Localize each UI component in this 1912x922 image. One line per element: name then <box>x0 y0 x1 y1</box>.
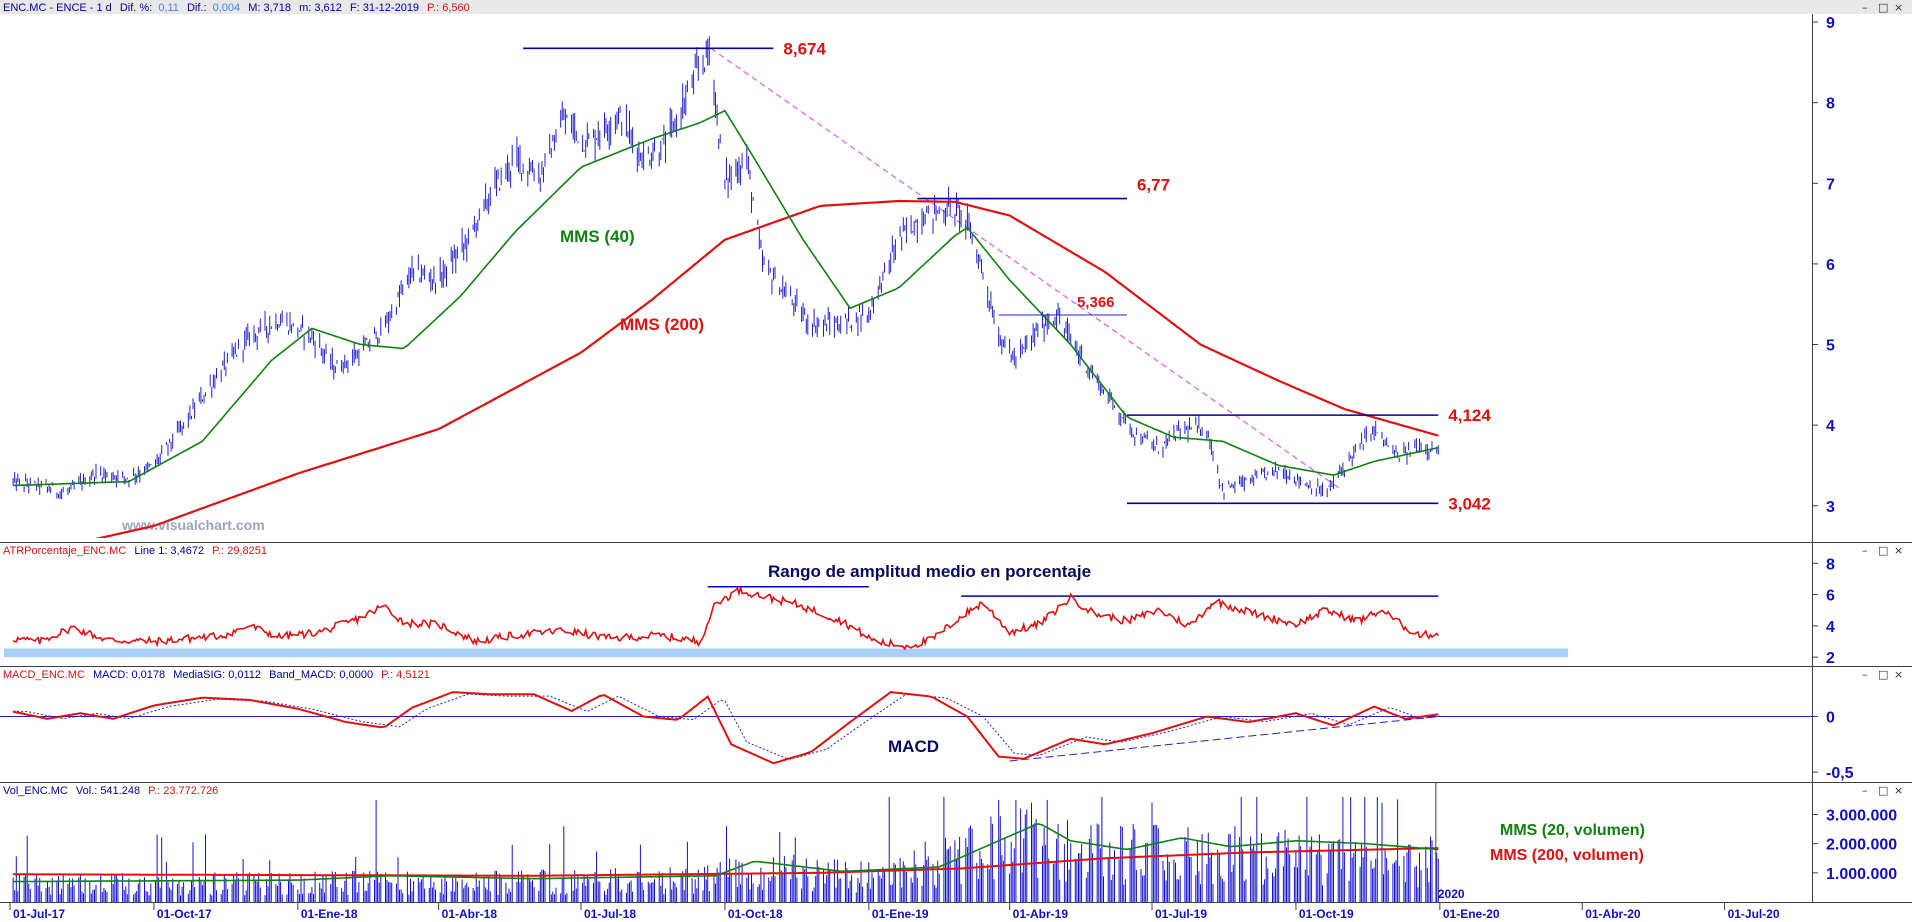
volume-window-controls: – □ × <box>1862 784 1903 797</box>
watermark: www.visualchart.com <box>121 517 265 533</box>
x-axis-label: 01-Abr-18 <box>442 907 498 921</box>
mms200-line <box>94 199 1439 538</box>
atr-header-bar <box>0 543 1912 557</box>
x-axis-label: 01-Ene-18 <box>301 907 358 921</box>
close-icon[interactable]: × <box>1894 544 1903 557</box>
x-axis-label: 01-Oct-17 <box>157 907 212 921</box>
macd-signal-line <box>13 693 1439 760</box>
level-label: 6,77 <box>1137 176 1170 195</box>
x-axis-label: 01-Jul-17 <box>13 907 65 921</box>
volume-legend-mms200: MMS (200, volumen) <box>1490 847 1644 864</box>
x-axis-label: 01-Abr-20 <box>1585 907 1641 921</box>
volume-mms20-line <box>13 823 1439 883</box>
trend-line <box>710 47 1342 491</box>
minimize-icon[interactable]: – <box>1862 1 1868 14</box>
x-axis-label: 01-Jul-19 <box>1155 907 1207 921</box>
atr-band <box>4 648 1568 658</box>
maximize-icon[interactable]: □ <box>1878 668 1888 681</box>
atr-axis-label: 4 <box>1826 619 1835 636</box>
macd-axis-label: -0,5 <box>1826 765 1854 782</box>
mms40-label: MMS (40) <box>560 227 635 246</box>
volume-legend-mms20: MMS (20, volumen) <box>1500 822 1645 839</box>
price-axis-label: 3 <box>1826 499 1835 516</box>
macd-axis-label: 0 <box>1826 710 1835 727</box>
x-axis-label: 01-Oct-19 <box>1299 907 1354 921</box>
price-axis-label: 5 <box>1826 338 1835 355</box>
x-axis-label: 01-Oct-18 <box>728 907 783 921</box>
maximize-icon[interactable]: □ <box>1878 544 1888 557</box>
atr-panel <box>4 585 1568 658</box>
maximize-icon[interactable]: □ <box>1878 784 1888 797</box>
price-bars <box>12 36 1439 500</box>
level-label: 5,366 <box>1077 294 1115 311</box>
year-marker-label: 2020 <box>1438 887 1465 901</box>
maximize-icon[interactable]: □ <box>1878 1 1888 14</box>
minimize-icon[interactable]: – <box>1862 668 1868 681</box>
close-icon[interactable]: × <box>1894 1 1903 14</box>
volume-header-bar <box>0 783 1912 797</box>
x-axis-label: 01-Ene-19 <box>872 907 929 921</box>
atr-title: Rango de amplitud medio en porcentaje <box>768 562 1091 581</box>
price-axis-label: 9 <box>1826 15 1835 32</box>
atr-line <box>12 586 1439 651</box>
macd-header: MACD_ENC.MC MACD: 0,0178 MediaSIG: 0,011… <box>3 669 430 681</box>
price-axis-label: 8 <box>1826 96 1835 113</box>
minimize-icon[interactable]: – <box>1862 784 1868 797</box>
mms200-label: MMS (200) <box>620 315 704 334</box>
volume-panel <box>12 797 1439 902</box>
axes: 3 4 5 6 7 8 9 2 4 6 8 -0,5 0 1.000.000 2.000.000 3.000.… <box>9 15 1897 921</box>
price-axis-label: 7 <box>1826 176 1835 193</box>
macd-panel <box>0 691 1812 765</box>
atr-axis-label: 6 <box>1826 588 1835 605</box>
x-axis-label: 01-Abr-19 <box>1013 907 1069 921</box>
level-label: 4,124 <box>1448 406 1491 425</box>
x-axis-label: 01-Jul-18 <box>584 907 636 921</box>
macd-title: MACD <box>888 737 939 756</box>
price-axis-label: 6 <box>1826 257 1835 274</box>
macd-window-controls: – □ × <box>1862 668 1903 681</box>
level-label: 3,042 <box>1448 494 1491 513</box>
x-axis-label: 01-Ene-20 <box>1443 907 1500 921</box>
price-axis-label: 4 <box>1826 418 1835 435</box>
level-label: 8,674 <box>783 39 826 58</box>
volume-header: Vol_ENC.MC Vol.: 541.248 P.: 23.772.726 <box>3 785 218 797</box>
atr-axis-label: 8 <box>1826 556 1835 573</box>
macd-header-bar <box>0 667 1912 681</box>
minimize-icon[interactable]: – <box>1862 544 1868 557</box>
atr-axis-label: 2 <box>1826 650 1835 667</box>
price-header-bar <box>0 0 1912 14</box>
macd-line <box>12 691 1439 765</box>
mms40-line <box>13 109 1439 487</box>
x-axis-label: 01-Jul-20 <box>1728 907 1780 921</box>
volume-axis-label: 1.000.000 <box>1826 866 1897 883</box>
volume-mms200-line <box>13 847 1439 877</box>
price-header: ENC.MC - ENCE - 1 d Dif. %: 0,11 Dif.: 0… <box>3 2 470 14</box>
close-icon[interactable]: × <box>1894 784 1903 797</box>
volume-axis-label: 3.000.000 <box>1826 808 1897 825</box>
price-panel: 8,674 6,77 5,366 4,124 3,042 <box>12 36 1491 538</box>
volume-axis-label: 2.000.000 <box>1826 837 1897 854</box>
close-icon[interactable]: × <box>1894 668 1903 681</box>
atr-header: ATRPorcentaje_ENC.MC Line 1: 3,4672 P.: … <box>3 545 267 557</box>
atr-window-controls: – □ × <box>1862 544 1903 557</box>
price-window-controls: – □ × <box>1862 1 1903 14</box>
